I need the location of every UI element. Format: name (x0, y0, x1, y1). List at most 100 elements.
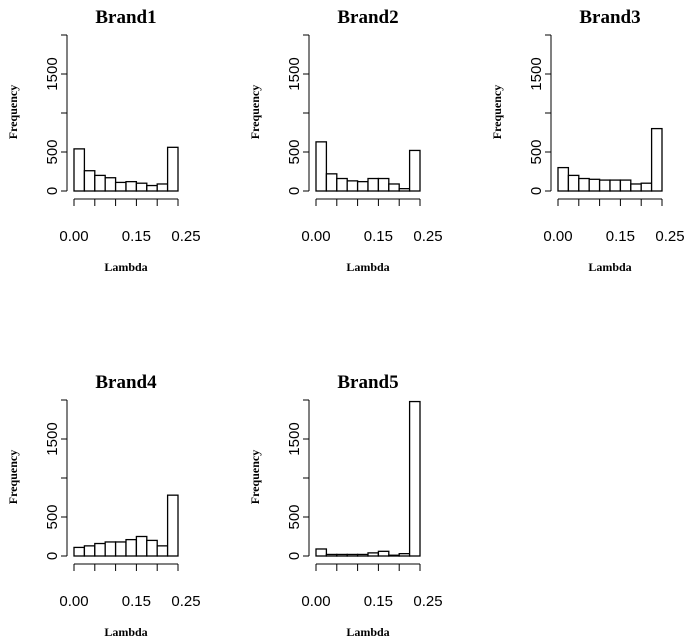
histogram-bar (336, 553, 348, 557)
x-axis-label: Lambda (104, 625, 147, 637)
y-tick-label: 1500 (286, 422, 303, 455)
histogram-bar (609, 179, 622, 192)
y-tick-label: 0 (528, 187, 545, 195)
x-axis-label: Lambda (346, 260, 389, 274)
histogram-bar (367, 552, 380, 557)
x-axis-label: Lambda (588, 260, 631, 274)
y-tick-label: 500 (528, 139, 545, 164)
histogram-panel-1: Brand1 0 500 1500 Frequency 0.00 0.15 0.25 Lambd… (6, 7, 201, 274)
x-tick-label: 0.15 (364, 228, 393, 245)
y-tick-label: 1500 (44, 57, 61, 90)
y-axis-label: Frequency (6, 85, 20, 139)
histogram-bar (388, 554, 400, 557)
y-tick-label: 0 (286, 187, 303, 195)
histogram-bar (398, 188, 411, 192)
histogram-bar (104, 177, 117, 192)
histogram-bar (630, 183, 642, 192)
histogram-bar (567, 174, 580, 192)
histogram-bar (94, 542, 106, 557)
histogram-bar (619, 179, 632, 192)
histogram-bar (125, 538, 138, 557)
histogram-bar (156, 545, 169, 557)
histogram-bar (346, 553, 359, 557)
histogram-bar (356, 180, 369, 192)
histogram-bar (578, 177, 590, 192)
y-tick-label: 500 (286, 504, 303, 529)
histogram-bar (325, 173, 338, 192)
histogram-bar (135, 182, 148, 192)
histogram-panel-2: Brand2 0 500 1500 Frequency 0.00 0.15 0.25 Lambd… (248, 7, 443, 274)
x-tick-label: 0.00 (543, 228, 572, 245)
y-tick-label: 500 (44, 139, 61, 164)
x-tick-label: 0.25 (413, 228, 442, 245)
y-axis-label: Frequency (248, 85, 262, 139)
histogram-bar (156, 183, 169, 192)
histogram-bar (325, 553, 338, 557)
histogram-bar (557, 166, 570, 192)
x-tick-label: 0.00 (59, 228, 88, 245)
x-axis-label: Lambda (104, 260, 147, 274)
histogram-panel-3: Brand3 0 500 1500 Frequency 0.00 0.15 0.25 Lambd… (490, 7, 685, 274)
x-tick-label: 0.25 (413, 593, 442, 610)
histogram-bar (377, 550, 390, 557)
x-tick-label: 0.25 (655, 228, 684, 245)
y-tick-label: 0 (286, 552, 303, 560)
panel-title: Brand1 (95, 7, 156, 28)
histogram-bar (650, 127, 663, 192)
histogram-bar (94, 174, 106, 192)
histogram-bar (408, 400, 421, 557)
x-tick-label: 0.00 (301, 228, 330, 245)
y-tick-label: 1500 (44, 422, 61, 455)
histogram-bar (83, 170, 96, 192)
histogram-bar (83, 545, 96, 557)
y-tick-label: 1500 (528, 57, 545, 90)
histogram-bar (73, 546, 86, 557)
x-axis-label: Lambda (346, 625, 389, 637)
y-axis-label: Frequency (248, 450, 262, 504)
y-tick-label: 500 (286, 139, 303, 164)
x-tick-label: 0.15 (606, 228, 635, 245)
x-tick-label: 0.00 (59, 593, 88, 610)
y-tick-label: 0 (44, 187, 61, 195)
x-tick-label: 0.25 (171, 228, 200, 245)
histogram-bar (388, 183, 400, 192)
histogram-bar (588, 178, 601, 192)
histogram-bar (166, 494, 179, 557)
histogram-bar (114, 541, 127, 557)
histogram-bar (104, 541, 117, 557)
histogram-bar (640, 182, 653, 192)
panel-title: Brand5 (337, 372, 398, 393)
histogram-bar (598, 179, 611, 192)
histogram-bar (73, 148, 86, 192)
histogram-bar (398, 553, 411, 557)
y-tick-label: 500 (44, 504, 61, 529)
histogram-bar (114, 181, 127, 192)
histogram-bar (367, 177, 380, 192)
x-tick-label: 0.00 (301, 593, 330, 610)
histogram-panel-4: Brand4 0 500 1500 Frequency 0.00 0.15 0.25 Lambd… (6, 372, 201, 637)
histogram-bar (408, 149, 421, 192)
panel-title: Brand3 (579, 7, 640, 28)
y-tick-label: 1500 (286, 57, 303, 90)
x-tick-label: 0.25 (171, 593, 200, 610)
x-tick-label: 0.15 (122, 228, 151, 245)
panel-title: Brand2 (337, 7, 398, 28)
histogram-bar (146, 184, 158, 192)
y-axis-label: Frequency (490, 85, 504, 139)
histogram-bar (346, 180, 359, 192)
histogram-bar (336, 177, 348, 192)
histogram-bar (125, 180, 138, 192)
y-axis-label: Frequency (6, 450, 20, 504)
panel-title: Brand4 (95, 372, 157, 393)
histogram-bar (315, 141, 328, 192)
histogram-bar (377, 177, 390, 192)
histogram-bar (315, 548, 328, 557)
x-tick-label: 0.15 (364, 593, 393, 610)
x-tick-label: 0.15 (122, 593, 151, 610)
histogram-bar (146, 539, 158, 557)
histogram-bar (166, 146, 179, 192)
histogram-panel-5: Brand5 0 500 1500 Frequency 0.00 0.15 0.25 Lambd… (248, 372, 443, 637)
histogram-bar (135, 535, 148, 557)
histogram-bar (356, 553, 369, 557)
